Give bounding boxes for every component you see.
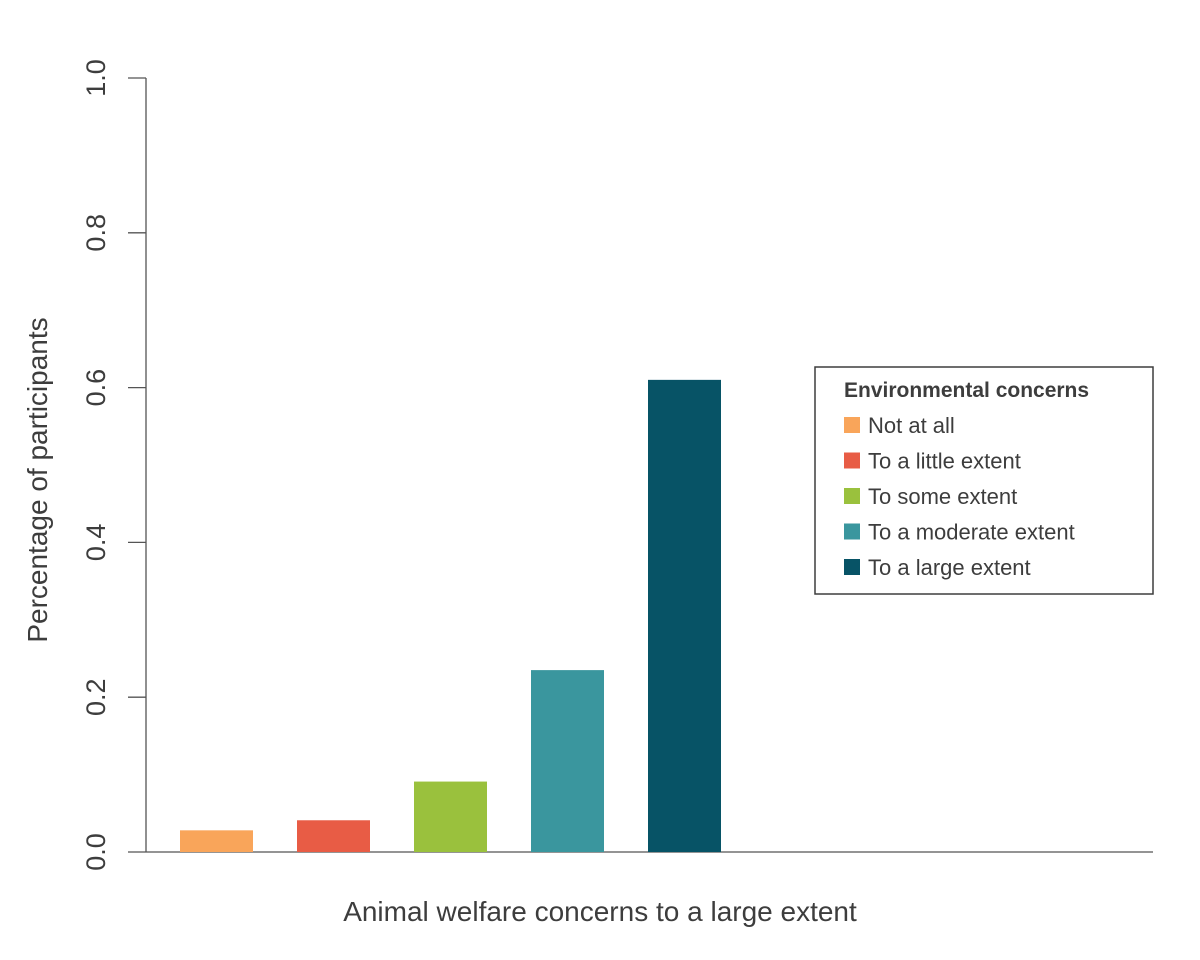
legend-swatch [844,488,860,504]
y-tick-label: 0.4 [81,524,111,562]
legend-title: Environmental concerns [844,379,1089,402]
y-axis: 0.0 0.2 0.4 0.6 0.8 1.0 [81,59,147,871]
y-axis-title: Percentage of participants [22,317,53,642]
y-tick-label: 0.6 [81,369,111,407]
legend-swatch [844,452,860,469]
bar-to-some-extent [414,781,487,852]
legend-swatch [844,523,860,540]
bar-to-a-moderate-extent [531,670,604,852]
legend-label: Not at all [868,413,955,438]
legend-box [814,366,1154,595]
y-tick-label: 0.8 [81,214,111,252]
legend-items: Not at all To a little extent To some exte… [844,413,1075,580]
bar-to-a-large-extent [648,379,721,852]
y-tick-label: 0.2 [81,678,111,716]
y-tick-label: 0.0 [81,833,111,871]
bar-not-at-all [180,830,253,852]
x-axis-title: Animal welfare concerns to a large exten… [343,896,857,927]
y-tick-label: 1.0 [81,59,111,97]
legend-label: To a large extent [868,555,1031,580]
legend-label: To some extent [868,484,1017,509]
legend: Environmental concerns Not at all To a li… [814,366,1154,595]
legend-swatch [844,559,860,575]
legend-label: To a little extent [868,449,1021,474]
bar-to-a-little-extent [297,820,370,852]
y-ticks: 0.0 0.2 0.4 0.6 0.8 1.0 [81,59,146,871]
bars [180,379,721,852]
legend-label: To a moderate extent [868,520,1075,545]
legend-swatch [844,417,860,433]
